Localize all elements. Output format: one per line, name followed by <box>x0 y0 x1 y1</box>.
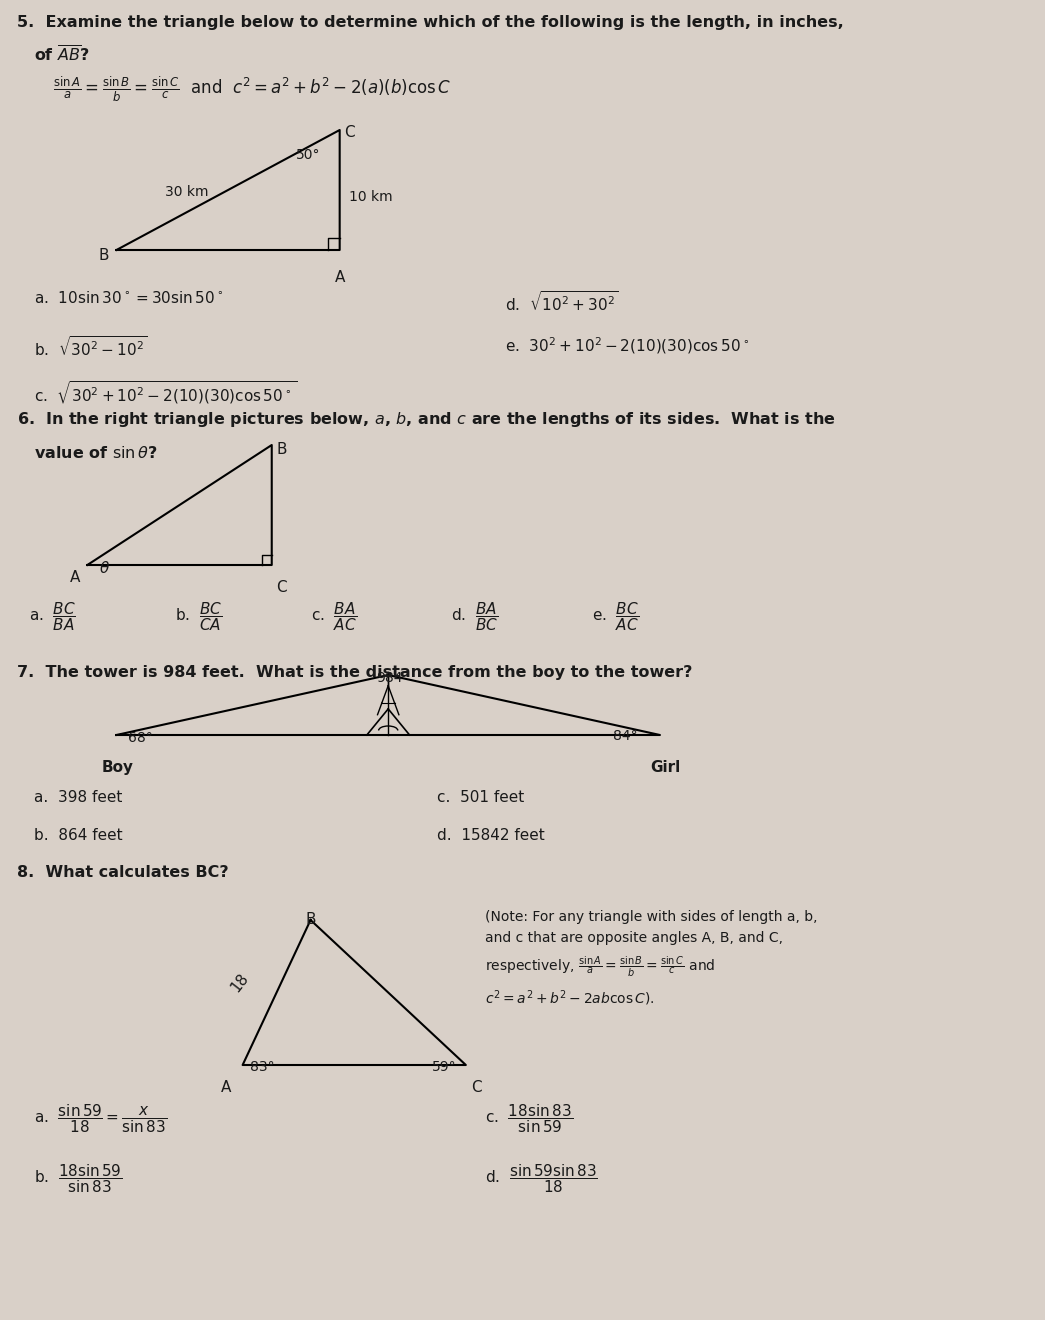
Text: B: B <box>99 248 110 263</box>
Text: b.  $\sqrt{30^2 - 10^2}$: b. $\sqrt{30^2 - 10^2}$ <box>34 335 147 359</box>
Text: C: C <box>277 579 287 595</box>
Text: A: A <box>334 271 345 285</box>
Text: d.  $\dfrac{\sin 59\sin 83}{18}$: d. $\dfrac{\sin 59\sin 83}{18}$ <box>485 1162 598 1195</box>
Text: c.  $\sqrt{30^2 + 10^2 - 2(10)(30)\cos 50^\circ}$: c. $\sqrt{30^2 + 10^2 - 2(10)(30)\cos 50… <box>34 380 298 407</box>
Text: 6.  In the right triangle pictures below, $a$, $b$, and $c$ are the lengths of i: 6. In the right triangle pictures below,… <box>18 411 836 429</box>
Text: of $\overline{AB}$?: of $\overline{AB}$? <box>34 45 90 65</box>
Text: 10 km: 10 km <box>349 190 393 205</box>
Text: 84°: 84° <box>613 729 638 743</box>
Text: 59°: 59° <box>432 1060 457 1074</box>
Text: a.  $10 \sin 30^\circ = 30 \sin 50^\circ$: a. $10 \sin 30^\circ = 30 \sin 50^\circ$ <box>34 290 224 306</box>
Text: 5.  Examine the triangle below to determine which of the following is the length: 5. Examine the triangle below to determi… <box>18 15 844 30</box>
Text: a.  $\dfrac{BC}{BA}$: a. $\dfrac{BC}{BA}$ <box>29 601 76 632</box>
Text: (Note: For any triangle with sides of length a, b,
and c that are opposite angle: (Note: For any triangle with sides of le… <box>485 909 818 1007</box>
Text: b.  864 feet: b. 864 feet <box>34 828 122 843</box>
Text: C: C <box>470 1080 482 1096</box>
Text: Boy: Boy <box>102 760 134 775</box>
Text: 30 km: 30 km <box>165 185 209 199</box>
Text: value of $\sin\theta$?: value of $\sin\theta$? <box>34 445 158 461</box>
Text: B: B <box>306 912 317 927</box>
Text: b.  $\dfrac{18\sin 59}{\sin 83}$: b. $\dfrac{18\sin 59}{\sin 83}$ <box>34 1162 122 1195</box>
Text: 7.  The tower is 984 feet.  What is the distance from the boy to the tower?: 7. The tower is 984 feet. What is the di… <box>18 665 693 680</box>
Text: 83°: 83° <box>251 1060 275 1074</box>
Text: c.  501 feet: c. 501 feet <box>437 789 524 805</box>
Text: a.  398 feet: a. 398 feet <box>34 789 122 805</box>
Text: $\theta$: $\theta$ <box>99 560 110 576</box>
Text: A: A <box>222 1080 232 1096</box>
Text: 50°: 50° <box>296 148 321 162</box>
Text: e.  $\dfrac{BC}{AC}$: e. $\dfrac{BC}{AC}$ <box>593 601 640 632</box>
Text: 984: 984 <box>376 671 403 685</box>
Text: B: B <box>277 442 287 457</box>
Text: 8.  What calculates BC?: 8. What calculates BC? <box>18 865 229 880</box>
Text: b.  $\dfrac{BC}{CA}$: b. $\dfrac{BC}{CA}$ <box>175 601 222 632</box>
Text: Girl: Girl <box>650 760 680 775</box>
Text: d.  $\sqrt{10^2 + 30^2}$: d. $\sqrt{10^2 + 30^2}$ <box>505 290 618 314</box>
Text: a.  $\dfrac{\sin 59}{18} = \dfrac{x}{\sin 83}$: a. $\dfrac{\sin 59}{18} = \dfrac{x}{\sin… <box>34 1102 167 1135</box>
Text: d.  15842 feet: d. 15842 feet <box>437 828 544 843</box>
Text: $\frac{\sin A}{a} = \frac{\sin B}{b} = \frac{\sin C}{c}$  and  $c^2 = a^2 + b^2 : $\frac{\sin A}{a} = \frac{\sin B}{b} = \… <box>53 75 451 104</box>
Text: C: C <box>345 125 355 140</box>
Text: e.  $30^2 + 10^2 - 2(10)(30)\cos 50^\circ$: e. $30^2 + 10^2 - 2(10)(30)\cos 50^\circ… <box>505 335 748 355</box>
Text: 18: 18 <box>228 970 252 995</box>
Text: d.  $\dfrac{BA}{BC}$: d. $\dfrac{BA}{BC}$ <box>451 601 498 632</box>
Text: A: A <box>70 570 80 585</box>
Text: 68°: 68° <box>129 731 153 744</box>
Text: c.  $\dfrac{BA}{AC}$: c. $\dfrac{BA}{AC}$ <box>310 601 356 632</box>
Text: c.  $\dfrac{18\sin 83}{\sin 59}$: c. $\dfrac{18\sin 83}{\sin 59}$ <box>485 1102 574 1135</box>
